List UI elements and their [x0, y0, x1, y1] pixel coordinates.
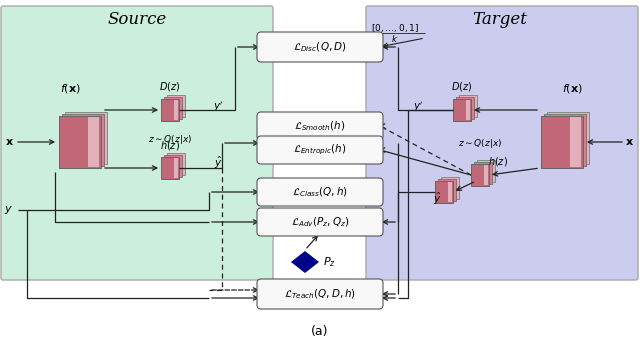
FancyBboxPatch shape — [474, 162, 492, 184]
FancyBboxPatch shape — [257, 279, 383, 309]
FancyBboxPatch shape — [541, 116, 583, 168]
FancyBboxPatch shape — [459, 95, 477, 117]
Text: $\hat{y}$: $\hat{y}$ — [433, 191, 442, 207]
FancyBboxPatch shape — [257, 112, 383, 140]
FancyBboxPatch shape — [466, 100, 470, 120]
FancyBboxPatch shape — [164, 155, 182, 177]
Text: $\mathcal{L}_{Adv}(P_z, Q_z)$: $\mathcal{L}_{Adv}(P_z, Q_z)$ — [291, 215, 349, 229]
Text: $h(z)$: $h(z)$ — [488, 155, 508, 168]
Text: $\mathbf{x}$: $\mathbf{x}$ — [6, 137, 15, 147]
FancyBboxPatch shape — [477, 160, 495, 182]
FancyBboxPatch shape — [59, 116, 101, 168]
Polygon shape — [296, 255, 314, 269]
FancyBboxPatch shape — [453, 99, 471, 121]
FancyBboxPatch shape — [161, 99, 179, 121]
Text: $\mathbf{x}$: $\mathbf{x}$ — [625, 137, 634, 147]
Text: Target: Target — [472, 12, 527, 29]
FancyBboxPatch shape — [164, 97, 182, 119]
FancyBboxPatch shape — [447, 182, 452, 202]
Polygon shape — [291, 251, 319, 273]
Polygon shape — [300, 257, 310, 266]
Text: $P_z$: $P_z$ — [323, 255, 336, 269]
FancyBboxPatch shape — [65, 112, 107, 164]
FancyBboxPatch shape — [167, 95, 185, 117]
Polygon shape — [302, 260, 308, 264]
Text: $y$: $y$ — [3, 204, 13, 216]
Text: $\mathcal{L}_{Disc}(Q, D)$: $\mathcal{L}_{Disc}(Q, D)$ — [293, 40, 347, 54]
FancyBboxPatch shape — [456, 97, 474, 119]
FancyBboxPatch shape — [257, 178, 383, 206]
FancyBboxPatch shape — [570, 117, 581, 167]
Polygon shape — [294, 253, 316, 271]
Text: $f(\mathbf{x})$: $f(\mathbf{x})$ — [60, 82, 81, 95]
FancyBboxPatch shape — [435, 181, 453, 203]
Text: $z \sim Q(z|x)$: $z \sim Q(z|x)$ — [458, 136, 502, 149]
Text: $D(z)$: $D(z)$ — [451, 80, 473, 93]
FancyBboxPatch shape — [88, 117, 99, 167]
Text: $\mathcal{L}_{Teach}(Q, D, h)$: $\mathcal{L}_{Teach}(Q, D, h)$ — [284, 287, 356, 301]
FancyBboxPatch shape — [257, 32, 383, 62]
FancyBboxPatch shape — [62, 114, 104, 166]
Text: Source: Source — [108, 12, 166, 29]
Text: $y'$: $y'$ — [212, 100, 223, 114]
FancyBboxPatch shape — [161, 157, 179, 179]
Polygon shape — [303, 261, 307, 263]
FancyBboxPatch shape — [257, 208, 383, 236]
Text: $h(z)$: $h(z)$ — [160, 139, 180, 152]
FancyBboxPatch shape — [484, 165, 488, 185]
Text: $k$: $k$ — [392, 33, 399, 44]
FancyBboxPatch shape — [544, 114, 586, 166]
Text: $z \sim Q(z|x)$: $z \sim Q(z|x)$ — [148, 133, 192, 147]
Text: $D(z)$: $D(z)$ — [159, 80, 180, 93]
Text: $y'$: $y'$ — [413, 100, 424, 114]
FancyBboxPatch shape — [167, 153, 185, 175]
Text: $\mathcal{L}_{Class}(Q, h)$: $\mathcal{L}_{Class}(Q, h)$ — [292, 185, 348, 199]
FancyBboxPatch shape — [441, 177, 459, 199]
FancyBboxPatch shape — [471, 164, 489, 186]
FancyBboxPatch shape — [438, 179, 456, 201]
FancyBboxPatch shape — [366, 6, 638, 280]
FancyBboxPatch shape — [547, 112, 589, 164]
Text: $f(\mathbf{x})$: $f(\mathbf{x})$ — [561, 82, 582, 95]
Text: $[0,\ldots,0,1]$: $[0,\ldots,0,1]$ — [371, 22, 419, 34]
FancyBboxPatch shape — [173, 158, 178, 178]
FancyBboxPatch shape — [173, 100, 178, 120]
Polygon shape — [304, 261, 306, 263]
FancyBboxPatch shape — [257, 136, 383, 164]
Text: $\mathcal{L}_{Smooth}(h)$: $\mathcal{L}_{Smooth}(h)$ — [294, 119, 346, 133]
FancyBboxPatch shape — [1, 6, 273, 280]
Text: $\hat{y}$: $\hat{y}$ — [214, 155, 222, 171]
Text: (a): (a) — [311, 326, 329, 339]
Text: $\mathcal{L}_{Entropic}(h)$: $\mathcal{L}_{Entropic}(h)$ — [293, 143, 347, 157]
